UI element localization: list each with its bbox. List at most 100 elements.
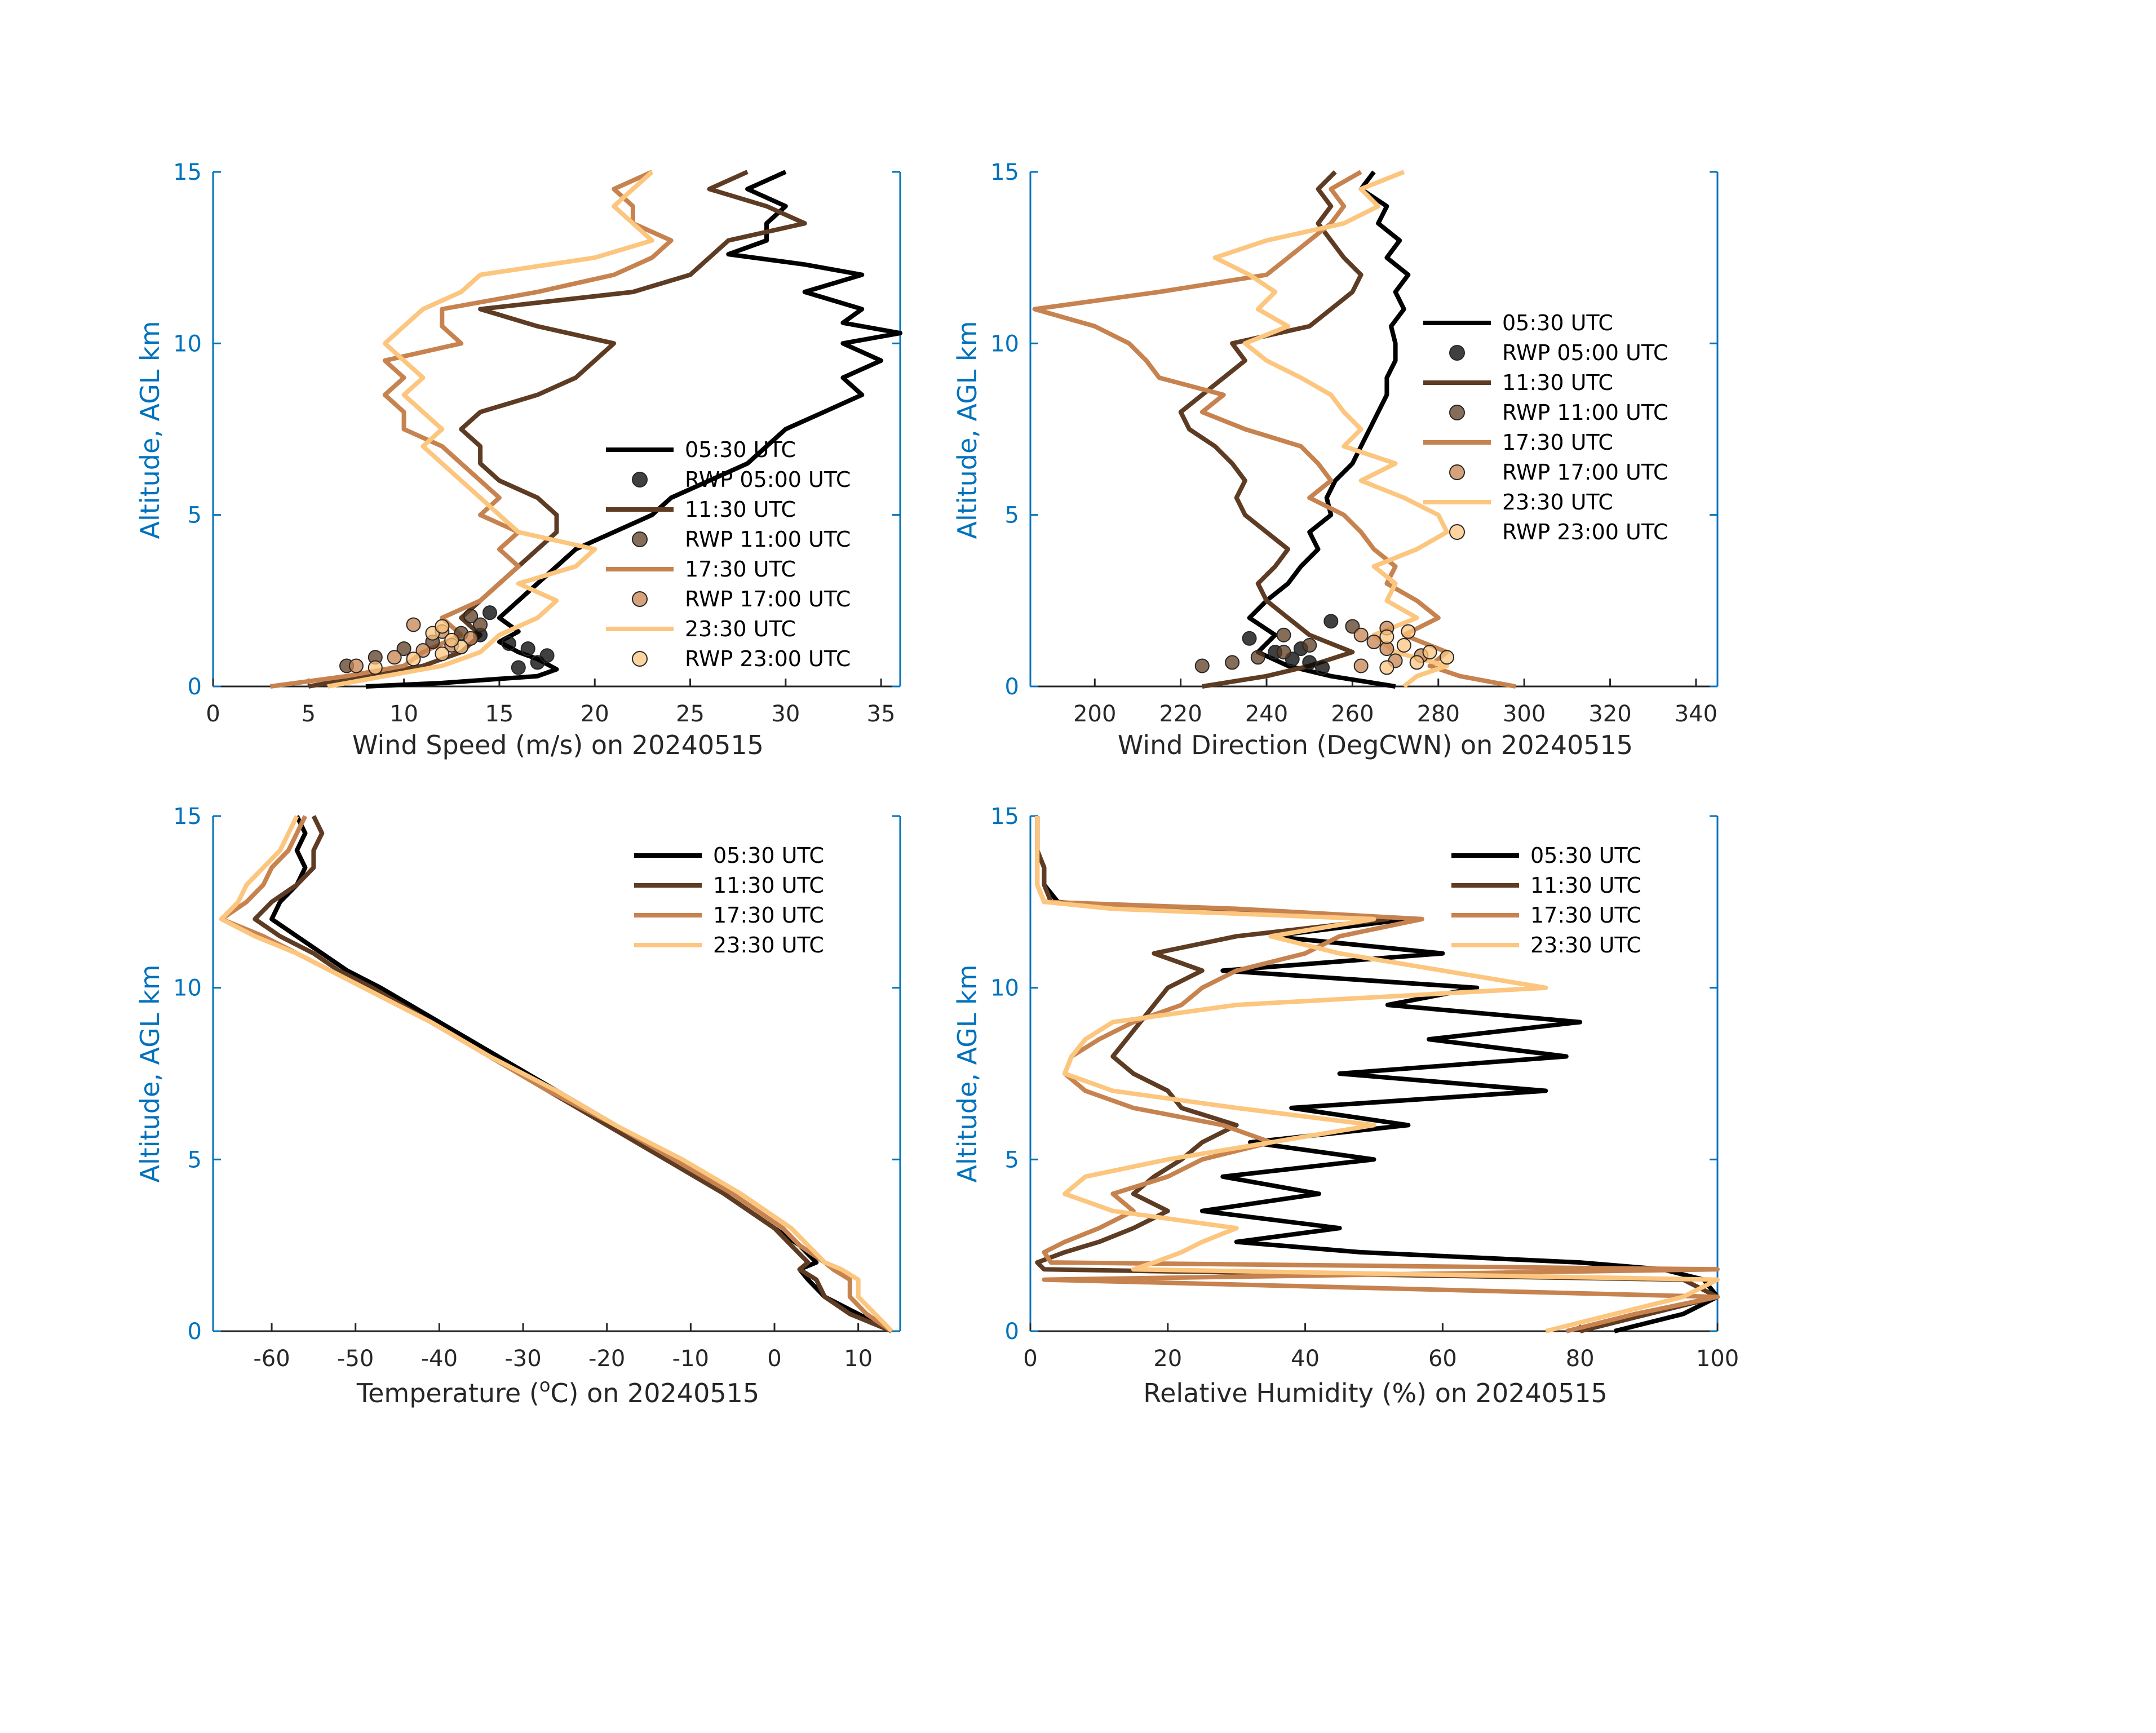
legend-label: 17:30 UTC: [713, 903, 824, 928]
rwp-point: [415, 643, 431, 658]
temperature-x-axis-label: Temperature (oC) on 20240515: [356, 1375, 759, 1408]
x-tick-label: 20: [581, 701, 609, 727]
rwp-point: [1345, 619, 1360, 634]
x-tick-label: 40: [1291, 1346, 1320, 1372]
rwp-point: [1323, 614, 1339, 629]
series-line-1730utc: [1032, 170, 1516, 689]
legend-label: RWP 17:00 UTC: [1502, 460, 1668, 485]
rwp-point: [348, 658, 364, 673]
legend-marker: [1449, 464, 1465, 480]
legend-label: RWP 05:00 UTC: [685, 467, 851, 492]
y-tick-label: 5: [188, 503, 202, 529]
relative-humidity-x-axis-label: Relative Humidity (%) on 20240515: [1143, 1378, 1608, 1408]
y-tick-label: 15: [990, 159, 1019, 185]
series-line-0530utc: [1247, 170, 1411, 689]
y-tick-label: 0: [1005, 1319, 1019, 1345]
rwp-point: [1353, 627, 1369, 642]
rwp-point: [1396, 637, 1411, 653]
temperature-x-label-part: C) on 20240515: [550, 1378, 759, 1408]
wind-direction-x-axis-label: Wind Direction (DegCWN) on 20240515: [1118, 730, 1633, 760]
y-tick-label: 10: [173, 976, 202, 1001]
y-tick-label: 15: [173, 159, 202, 185]
temperature-plot-area: -60 -50 -40 -30 -20 -10 0 10 0 5 10 15 05:30 UTC 11:3…: [173, 804, 901, 1372]
y-tick-label: 10: [173, 331, 202, 357]
rwp-point: [1353, 658, 1369, 673]
temperature-panel: -60 -50 -40 -30 -20 -10 0 10 0 5 10 15 05:30 UTC 11:3…: [135, 804, 901, 1408]
x-tick-label: 280: [1417, 701, 1460, 727]
rwp-point: [1379, 629, 1394, 644]
x-tick-label: -20: [588, 1346, 625, 1372]
legend-marker: [632, 531, 648, 547]
y-tick-label: 5: [1005, 1147, 1019, 1173]
series-line-0530utc: [365, 170, 902, 689]
series-line-2330utc: [1035, 816, 1720, 1333]
wind-speed-x-axis-label: Wind Speed (m/s) on 20240515: [352, 730, 764, 760]
y-tick-label: 15: [990, 804, 1019, 830]
rwp-point: [1302, 637, 1317, 653]
relative-humidity-panel: 0 20 40 60 80 100 0 5 10 15 05:30 UTC 11:30 UTC 17:3…: [952, 804, 1739, 1408]
legend-marker: [632, 472, 648, 487]
x-tick-label: 0: [1023, 1346, 1037, 1372]
rwp-point: [1225, 655, 1240, 670]
legend-label: 17:30 UTC: [1502, 430, 1613, 455]
rwp-point: [1276, 645, 1291, 660]
degree-superscript: o: [539, 1375, 551, 1396]
x-tick-label: 10: [389, 701, 418, 727]
legend-marker: [1449, 524, 1465, 540]
x-tick-label: 60: [1428, 1346, 1457, 1372]
rwp-point: [406, 651, 421, 667]
x-tick-label: 340: [1675, 701, 1717, 727]
x-tick-label: -30: [504, 1346, 541, 1372]
rwp-point: [482, 605, 497, 620]
x-tick-label: 20: [1153, 1346, 1182, 1372]
x-tick-label: -60: [253, 1346, 290, 1372]
wind-direction-plot-area: 200 220 240 260 280 300 320 340 0 5 10 15 05:30 UTC R…: [990, 159, 1719, 727]
legend-label: RWP 05:00 UTC: [1502, 340, 1668, 365]
legend-label: RWP 23:00 UTC: [1502, 520, 1668, 544]
rwp-point: [1315, 660, 1330, 675]
legend-label: 23:30 UTC: [713, 933, 824, 958]
x-tick-label: 35: [867, 701, 896, 727]
series-line-1730utc: [1035, 816, 1720, 1333]
x-tick-label: -50: [337, 1346, 374, 1372]
y-tick-label: 0: [188, 674, 202, 700]
temperature-y-axis-label: Altitude, AGL km: [135, 964, 165, 1182]
rwp-point: [1194, 658, 1210, 673]
legend-marker: [1449, 405, 1465, 420]
wind-speed-plot-area: 0 5 10 15 20 25 30 35 0 5 10 15 05:30 UTC RWP 05:00 U…: [173, 159, 902, 727]
x-tick-label: 260: [1331, 701, 1374, 727]
rwp-point: [511, 660, 526, 675]
rwp-point: [473, 617, 488, 632]
rwp-point: [463, 631, 479, 646]
y-tick-label: 0: [188, 1319, 202, 1345]
series-line-2330utc: [1212, 170, 1449, 689]
legend-label: 11:30 UTC: [1502, 370, 1613, 395]
y-tick-label: 0: [1005, 674, 1019, 700]
x-tick-label: 10: [844, 1346, 873, 1372]
legend-marker: [1449, 345, 1465, 361]
y-tick-label: 5: [188, 1147, 202, 1173]
rwp-point: [435, 646, 450, 662]
x-tick-label: 80: [1566, 1346, 1595, 1372]
x-tick-label: 0: [767, 1346, 781, 1372]
y-tick-label: 10: [990, 331, 1019, 357]
rwp-point: [1242, 631, 1257, 646]
rwp-point: [387, 650, 402, 665]
x-tick-label: 0: [206, 701, 220, 727]
legend-label: 23:30 UTC: [685, 617, 796, 641]
x-tick-label: 320: [1588, 701, 1631, 727]
legend-label: 05:30 UTC: [713, 843, 824, 868]
rwp-point: [435, 619, 450, 634]
rwp-point: [1440, 650, 1455, 665]
wind-direction-panel: 200 220 240 260 280 300 320 340 0 5 10 15 05:30 UTC R…: [952, 159, 1719, 760]
x-tick-label: 25: [676, 701, 705, 727]
series-line-1730utc: [270, 170, 674, 689]
relative-humidity-plot-area: 0 20 40 60 80 100 0 5 10 15 05:30 UTC 11:30 UTC 17:3…: [990, 804, 1739, 1372]
wind-speed-y-axis-label: Altitude, AGL km: [135, 321, 165, 539]
y-tick-label: 10: [990, 976, 1019, 1001]
x-tick-label: -10: [672, 1346, 709, 1372]
series-line-1130utc: [1178, 170, 1363, 689]
legend-label: 11:30 UTC: [685, 497, 796, 522]
legend-label: RWP 11:00 UTC: [685, 527, 851, 552]
